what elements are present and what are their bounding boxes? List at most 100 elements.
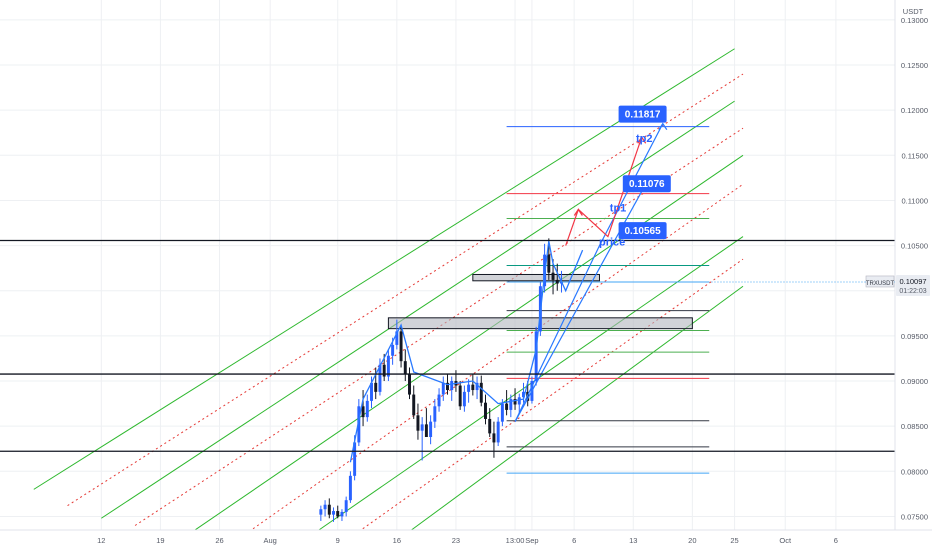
target-badge	[618, 105, 667, 123]
candle-body	[433, 406, 437, 422]
x-tick-label: 6	[834, 536, 838, 545]
countdown: 01:22:03	[899, 288, 926, 295]
candle-body	[374, 382, 378, 392]
supply-zone	[472, 273, 600, 282]
candle-body	[382, 364, 386, 377]
x-tick-label: 19	[156, 536, 164, 545]
candle-body	[450, 381, 454, 391]
channel-line-red	[354, 258, 744, 535]
candle-body	[496, 421, 500, 443]
candle-body	[420, 424, 424, 431]
projection-blue	[514, 123, 664, 422]
candle-body	[386, 355, 390, 377]
price-axis[interactable]: USDT 0.07500 0.08000 0.08500 0.09000 0.09500…	[894, 0, 932, 530]
current-price-tag	[896, 274, 930, 296]
x-tick-label: 6	[572, 536, 576, 545]
current-price-value: 0.10097	[899, 277, 926, 286]
x-tick-label: 20	[688, 536, 696, 545]
y-tick-label: 0.09500	[901, 332, 928, 341]
candle-body	[395, 331, 399, 345]
y-tick-label: 0.12500	[901, 61, 928, 70]
y-tick-label: 0.09000	[901, 377, 928, 386]
target-value: 0.10565	[625, 226, 662, 237]
candle-body	[348, 475, 352, 501]
candle-body	[484, 402, 487, 419]
candle-body	[336, 511, 340, 517]
y-tick-label: 0.08500	[901, 422, 928, 431]
target-name: price	[599, 237, 625, 249]
trend-path	[349, 240, 584, 463]
candle-body	[412, 394, 416, 416]
candle-body	[429, 421, 433, 438]
x-tick-label: 13	[629, 536, 637, 545]
x-tick-label: 23	[452, 536, 460, 545]
channel-line-red	[67, 73, 744, 507]
candle-body	[471, 384, 475, 391]
candle-body	[399, 331, 403, 362]
channel-line-red	[244, 183, 744, 535]
target-value: 0.11817	[625, 110, 661, 121]
x-tick-label: Sep	[525, 536, 538, 545]
candle-body	[441, 382, 445, 395]
candle-body	[408, 373, 411, 395]
candle-body	[378, 364, 382, 392]
current-price-tag: TRXUSDT 0.10097 01:22:03	[561, 274, 930, 296]
candle-body	[513, 399, 517, 405]
y-tick-label: 0.10500	[901, 242, 928, 251]
candle-body	[492, 433, 496, 443]
candle-body	[547, 254, 551, 273]
target-value: 0.11076	[629, 179, 665, 190]
candle-body	[365, 400, 369, 418]
candle-body	[357, 406, 361, 443]
x-tick-label: 26	[215, 536, 223, 545]
candle-body	[353, 442, 357, 476]
y-tick-label: 0.12000	[901, 106, 928, 115]
candle-body	[551, 272, 555, 280]
candle-body	[500, 403, 504, 422]
target-name: tp2	[636, 133, 653, 145]
x-tick-label: 12	[97, 536, 105, 545]
arrow-blue	[658, 122, 668, 131]
y-tick-label: 0.13000	[901, 16, 928, 25]
candle-body	[340, 511, 344, 517]
x-tick-label: 9	[336, 536, 340, 545]
candle-body	[509, 399, 513, 410]
symbol-label: TRXUSDT	[866, 281, 895, 287]
x-tick-label: 25	[730, 536, 738, 545]
x-tick-label: Oct	[779, 536, 792, 545]
candle-body	[467, 384, 471, 392]
time-axis[interactable]: 12 19 26 Aug 9 16 23 13:00 Sep 6 13 20 25 Oct 6	[0, 529, 932, 550]
candle-body	[475, 382, 479, 391]
candle-body	[522, 391, 525, 398]
candle-body	[446, 382, 449, 391]
candle-body	[391, 344, 395, 356]
candle-body	[555, 279, 559, 284]
candle-body	[424, 424, 428, 438]
candle-body	[416, 415, 420, 431]
candle-body	[517, 397, 521, 405]
candle-body	[370, 382, 373, 401]
channel-line-green	[33, 48, 735, 490]
y-tick-label: 0.07500	[901, 512, 928, 521]
arrow-red	[637, 136, 647, 144]
candle-body	[505, 403, 509, 410]
target-badge	[622, 175, 671, 193]
candle-body	[437, 394, 441, 407]
candle-body	[319, 509, 323, 515]
candle-body	[344, 500, 348, 512]
y-tick-label: 0.11500	[901, 151, 928, 160]
candle-body	[479, 382, 483, 403]
x-tick-label: 16	[393, 536, 401, 545]
target-name: tp1	[610, 202, 627, 214]
channel-line-green	[101, 100, 735, 519]
candle-body	[323, 504, 327, 510]
y-tick-label: 0.08000	[901, 467, 928, 476]
channel-line-red	[134, 127, 744, 526]
candle-body	[462, 391, 466, 407]
candle-body	[488, 418, 492, 434]
candle-body	[534, 331, 538, 382]
